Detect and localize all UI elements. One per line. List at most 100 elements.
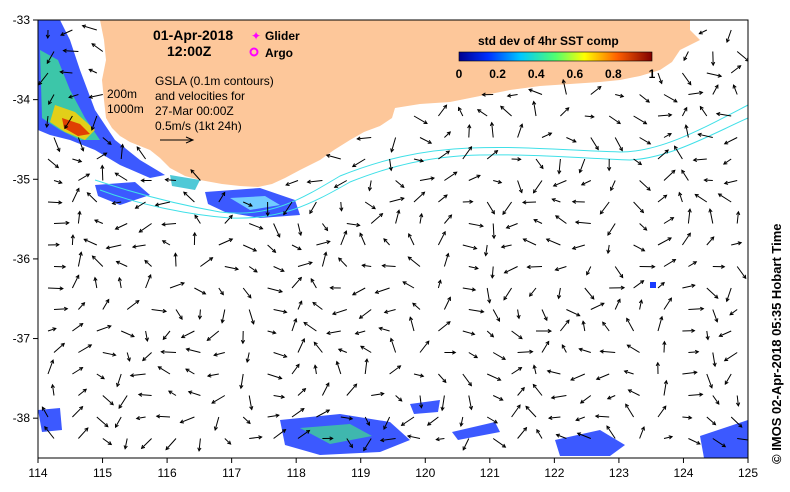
velocity-arrowhead (687, 208, 692, 213)
velocity-arrowhead (100, 164, 105, 169)
velocity-arrowhead (543, 316, 548, 322)
velocity-arrowhead (90, 126, 95, 131)
velocity-arrow (389, 197, 404, 203)
velocity-arrow (314, 365, 317, 375)
velocity-arrow (357, 137, 372, 140)
velocity-arrow (558, 158, 561, 174)
velocity-arrow (712, 352, 716, 367)
velocity-arrowhead (526, 264, 531, 270)
velocity-arrowhead (245, 358, 250, 364)
velocity-arrowhead (517, 367, 523, 371)
velocity-arrow (724, 373, 732, 385)
velocity-arrowhead (720, 264, 726, 269)
velocity-arrowhead (481, 92, 486, 97)
velocity-arrowhead (600, 302, 605, 307)
velocity-arrowhead (447, 296, 451, 301)
velocity-arrowhead (46, 59, 51, 65)
velocity-arrow (639, 137, 651, 145)
velocity-arrowhead (300, 407, 305, 412)
velocity-arrow (116, 261, 128, 267)
velocity-arrowhead (529, 349, 534, 354)
velocity-arrow (486, 330, 494, 338)
velocity-arrowhead (383, 238, 388, 243)
velocity-arrow (462, 146, 472, 160)
velocity-arrow (283, 201, 293, 215)
velocity-arrow (699, 29, 708, 35)
velocity-arrow (96, 373, 105, 380)
velocity-arrowhead (693, 370, 698, 375)
velocity-arrowhead (578, 169, 583, 174)
velocity-arrow (736, 266, 747, 279)
velocity-arrowhead (546, 369, 552, 374)
velocity-arrowhead (54, 164, 60, 169)
velocity-arrow (555, 266, 567, 271)
velocity-arrowhead (295, 363, 300, 368)
velocity-arrow (102, 299, 110, 310)
velocity-arrow (572, 244, 585, 250)
velocity-arrowhead (81, 301, 86, 307)
velocity-arrow (566, 137, 577, 143)
velocity-arrowhead (398, 397, 403, 402)
velocity-arrow (468, 352, 478, 359)
velocity-arrow (579, 158, 586, 173)
velocity-arrow (413, 158, 424, 162)
velocity-arrowhead (114, 225, 120, 230)
velocity-arrowhead (520, 386, 525, 392)
velocity-arrow (511, 367, 522, 375)
velocity-arrow (682, 284, 695, 289)
velocity-arrow (663, 94, 678, 103)
velocity-arrowhead (581, 320, 586, 325)
velocity-arrowhead (77, 158, 83, 163)
velocity-arrow (53, 308, 68, 310)
velocity-arrowhead (75, 274, 80, 279)
velocity-arrowhead (718, 333, 723, 338)
velocity-arrowhead (499, 396, 504, 401)
velocity-arrow (346, 223, 360, 226)
velocity-arrowhead (606, 249, 611, 255)
velocity-arrowhead (646, 186, 651, 191)
velocity-arrow (639, 94, 650, 103)
velocity-arrowhead (308, 261, 313, 266)
velocity-arrow (218, 287, 224, 295)
velocity-arrowhead (547, 132, 553, 137)
velocity-arrow (297, 261, 313, 267)
velocity-arrow (297, 223, 302, 236)
velocity-arrow (334, 180, 348, 188)
velocity-arrow (492, 438, 506, 448)
velocity-arrow (395, 180, 405, 188)
velocity-arrowhead (120, 143, 125, 148)
velocity-arrowhead (638, 299, 644, 304)
velocity-arrow (194, 214, 201, 224)
velocity-arrowhead (111, 200, 116, 206)
velocity-arrow (181, 330, 195, 338)
velocity-arrowhead (60, 342, 66, 347)
velocity-arrow (682, 416, 692, 419)
velocity-arrow (438, 194, 448, 203)
velocity-arrow (273, 429, 286, 439)
velocity-arrow (577, 432, 591, 439)
velocity-arrowhead (664, 149, 669, 154)
velocity-arrow (242, 201, 253, 207)
velocity-arrow (561, 344, 567, 353)
velocity-arrow (136, 416, 146, 420)
velocity-arrowhead (278, 288, 284, 294)
x-tick-label: 115 (93, 466, 112, 480)
velocity-arrow (419, 213, 423, 224)
velocity-arrowhead (426, 421, 432, 426)
velocity-arrowhead (50, 383, 55, 389)
velocity-arrowhead (561, 344, 566, 349)
velocity-arrowhead (70, 234, 75, 239)
velocity-arrow (500, 105, 512, 117)
velocity-arrowhead (249, 406, 254, 411)
velocity-arrowhead (516, 314, 521, 320)
velocity-arrowhead (715, 400, 720, 405)
velocity-arrow (468, 125, 470, 138)
velocity-arrow (560, 319, 570, 332)
velocity-arrow (438, 150, 450, 160)
velocity-arrow (102, 438, 112, 445)
velocity-arrowhead (240, 339, 246, 345)
velocity-arrowhead (521, 200, 527, 205)
velocity-arrow (273, 395, 285, 398)
velocity-arrow (541, 309, 548, 321)
velocity-arrowhead (503, 269, 509, 274)
